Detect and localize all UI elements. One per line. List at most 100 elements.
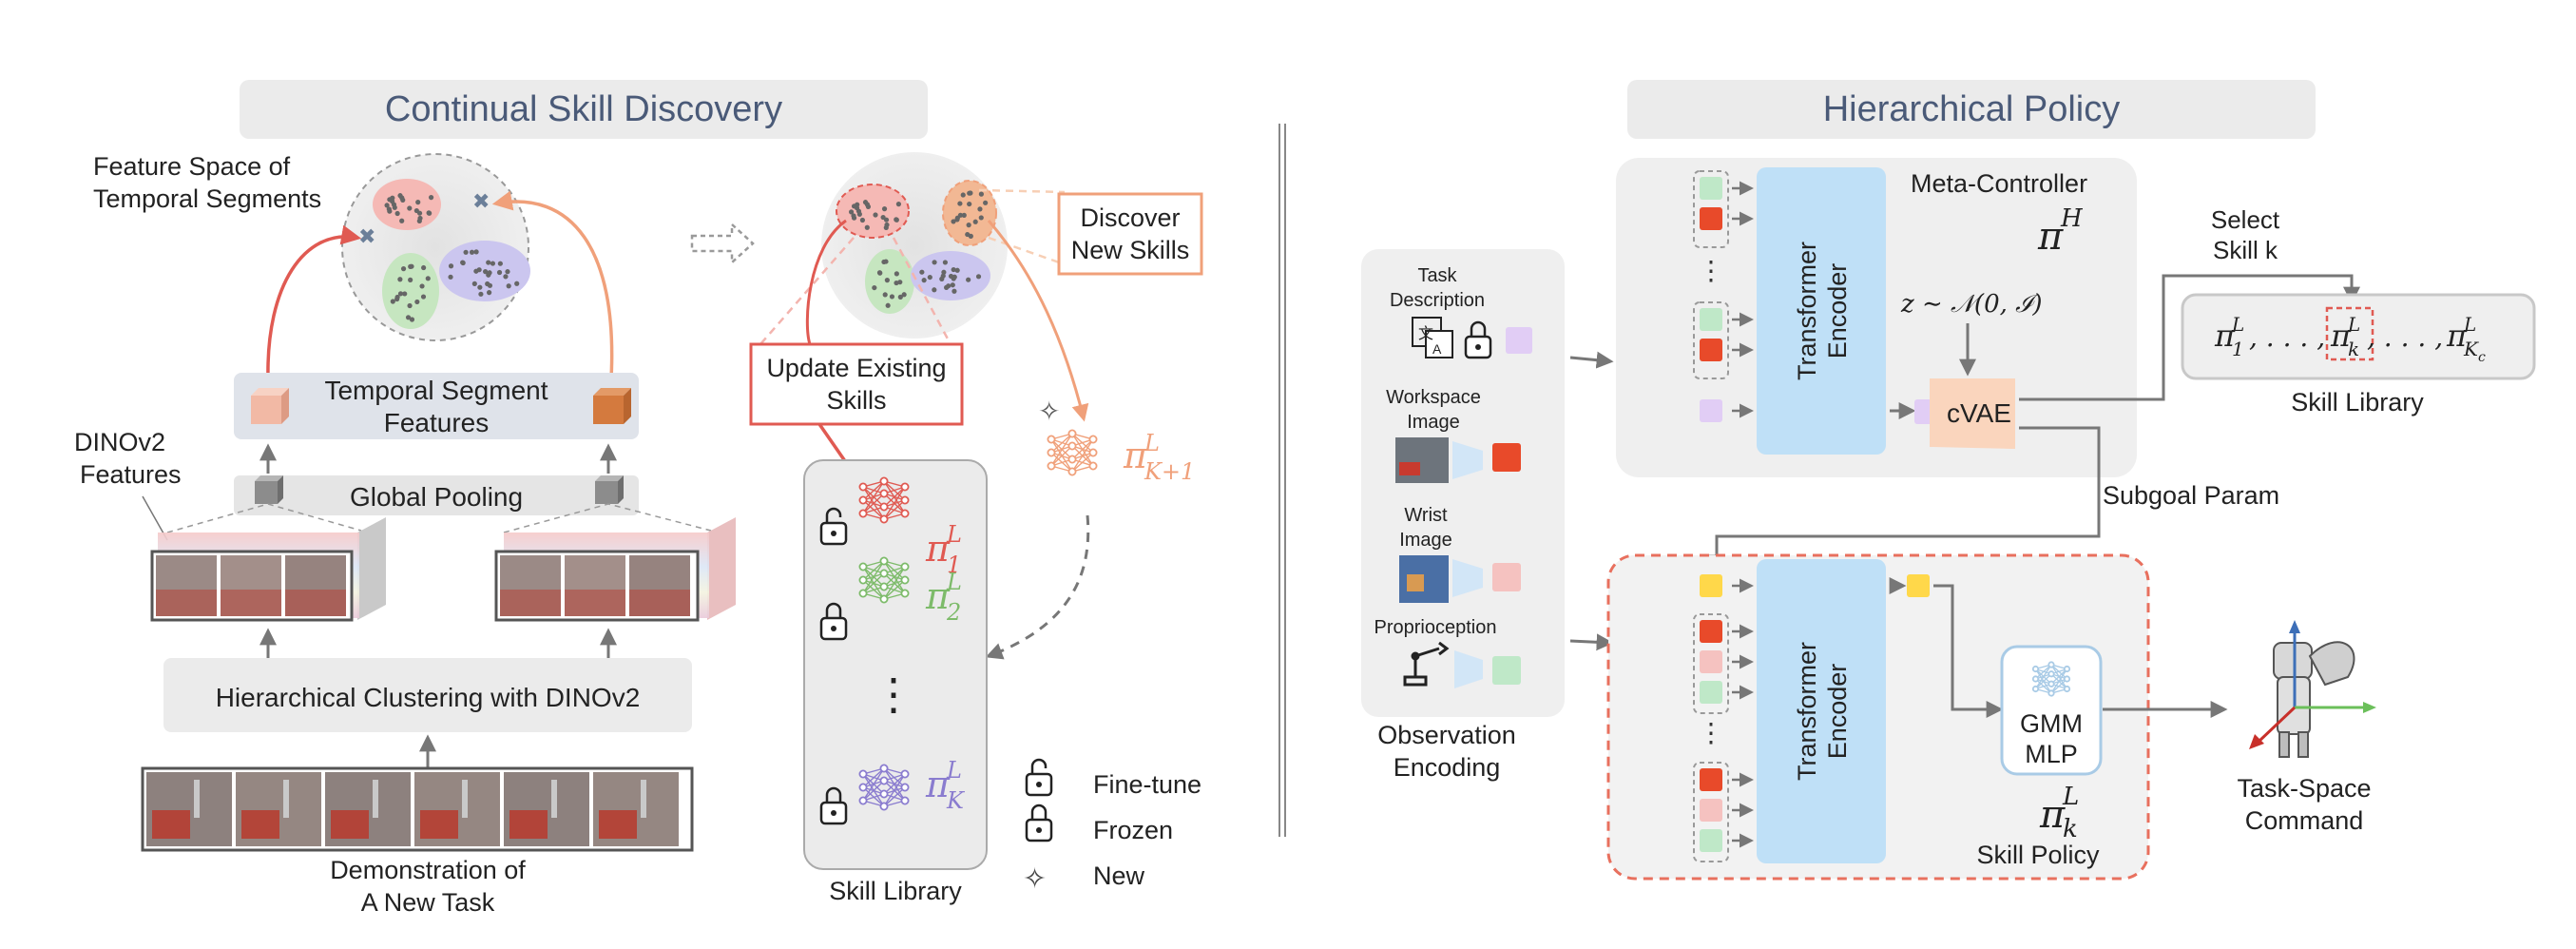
meta-controller-label: Meta-Controller	[1911, 169, 2087, 198]
meta-transformer-encoder	[1757, 167, 1886, 455]
svg-text:, . . . ,: , . . . ,	[2367, 321, 2443, 353]
pi-k-policy-sup: L	[2062, 783, 2079, 811]
axes-icon	[2249, 620, 2376, 749]
svg-text:π: π	[2330, 318, 2352, 354]
arc-orange	[491, 190, 614, 379]
pi-h-base: π	[2037, 215, 2064, 259]
task-space-command-line1: Task-Space	[2237, 774, 2371, 803]
lock-icon-skill-k	[819, 786, 848, 825]
svg-text:A: A	[1432, 341, 1442, 357]
svg-text:π: π	[2214, 318, 2236, 354]
legend-new: New	[1093, 862, 1145, 890]
cluster-red-updated	[836, 184, 910, 239]
demonstration-label-line2: A New Task	[361, 888, 495, 917]
legend-new-icon: ✧	[1023, 863, 1047, 895]
task-token	[1506, 327, 1532, 354]
cvae-label: cVAE	[1947, 398, 2011, 428]
selected-skill-highlight	[2325, 306, 2374, 361]
right-header-title: Hierarchical Policy	[1823, 89, 2121, 129]
observation-encoding-box	[1361, 249, 1565, 717]
cluster-new	[942, 180, 997, 246]
skill-library-box	[803, 459, 988, 870]
hierarchical-clustering-label: Hierarchical Clustering with DINOv2	[216, 683, 641, 712]
cluster-red	[373, 179, 441, 230]
demonstration-frames	[141, 766, 694, 852]
meta-ellipsis: ⋮	[1698, 256, 1724, 285]
task-description-line2: Description	[1390, 290, 1485, 311]
feature-space-label-line2: Temporal Segments	[93, 184, 321, 213]
pi-k-base: π	[925, 764, 951, 805]
pi-k-sub: K	[946, 787, 966, 814]
svg-text:π: π	[2446, 318, 2468, 354]
skills-ellipsis: ⋮	[872, 669, 915, 719]
meta-transformer-line2: Encoder	[1823, 263, 1852, 359]
pi-k-sup: L	[946, 757, 962, 784]
wrist-token	[1492, 563, 1521, 591]
pi-2-sup: L	[946, 569, 962, 595]
wrist-encoder	[1452, 559, 1483, 597]
left-header-bg	[240, 80, 928, 139]
mlp-label: MLP	[2025, 740, 2078, 768]
svg-text:L: L	[2463, 313, 2476, 336]
meta-transformer-line1: Transformer	[1793, 242, 1821, 380]
observation-encoding-line2: Encoding	[1394, 753, 1501, 782]
proprioception-label: Proprioception	[1375, 617, 1497, 638]
demonstration-label-line1: Demonstration of	[330, 856, 526, 884]
pi-1-sup: L	[946, 521, 962, 548]
updated-feature-cloud	[821, 152, 1008, 339]
legend-finetune: Fine-tune	[1093, 770, 1201, 799]
observation-encoding-line1: Observation	[1377, 721, 1516, 749]
pi-new-base: π	[1123, 435, 1148, 476]
wrist-image-line2: Image	[1399, 530, 1452, 551]
cluster-points-right	[848, 190, 989, 308]
new-skill-network-icon	[1047, 429, 1098, 476]
global-pooling-label: Global Pooling	[350, 482, 523, 512]
discover-new-skills-box	[1057, 192, 1203, 276]
discover-new-skills-line2: New Skills	[1071, 236, 1190, 264]
skill-library-right-box	[2181, 293, 2536, 380]
subgoal-param-label: Subgoal Param	[2103, 481, 2279, 510]
cluster-points	[384, 193, 520, 322]
skill-library-right-label: Skill Library	[2291, 388, 2424, 416]
legend-lock-icon	[1025, 804, 1053, 842]
unlock-icon-skill-1	[819, 507, 848, 546]
cluster-green	[382, 253, 439, 329]
workspace-image-line1: Workspace	[1386, 387, 1481, 408]
subgoal-param-arrow	[1708, 426, 2101, 572]
temporal-segment-features-box	[234, 373, 639, 439]
right-panel: Hierarchical Policy Task Description 文 A…	[1361, 80, 2536, 881]
cube-orange	[593, 388, 631, 424]
temporal-segment-features-line1: Temporal Segment	[324, 376, 548, 405]
pool-cube-left	[255, 475, 283, 504]
task-description-line1: Task	[1417, 265, 1457, 286]
pi-2-sub: 2	[946, 599, 961, 626]
proprio-encoder	[1454, 650, 1483, 688]
svg-text:c: c	[2478, 350, 2486, 365]
left-panel: Continual Skill Discovery Feature Space …	[74, 80, 1203, 917]
policy-transformer-line2: Encoder	[1823, 664, 1852, 760]
pi-2-base: π	[925, 575, 951, 617]
pi-1-base: π	[925, 528, 951, 570]
feature-space-label-line1: Feature Space of	[93, 152, 291, 181]
policy-input-tokens	[1693, 574, 1754, 862]
feature-stack-left	[150, 517, 386, 622]
hierarchical-clustering-box	[163, 658, 692, 732]
arc-red	[266, 224, 362, 379]
svg-text:L: L	[2347, 313, 2360, 336]
pi-1-sub: 1	[947, 552, 961, 578]
policy-output-token	[1907, 574, 1930, 597]
new-sparkle-icon: ✧	[1038, 397, 1060, 426]
update-existing-skills-line2: Skills	[826, 386, 886, 415]
skill-1-network-icon	[858, 476, 910, 524]
gmm-network-icon	[2031, 661, 2071, 697]
gripper-icon	[2273, 641, 2355, 758]
workspace-encoder	[1452, 441, 1483, 479]
pi-k-policy-base: π	[2039, 793, 2066, 837]
gmm-label: GMM	[2020, 709, 2083, 738]
pi-new-sup: L	[1144, 430, 1160, 456]
svg-text:, . . . ,: , . . . ,	[2249, 321, 2325, 353]
lock-icon-skill-2	[819, 602, 848, 641]
select-skill-arrow	[2019, 274, 2360, 401]
segment-marker-left: ✖	[358, 224, 375, 248]
task-lock-icon	[1464, 320, 1492, 359]
